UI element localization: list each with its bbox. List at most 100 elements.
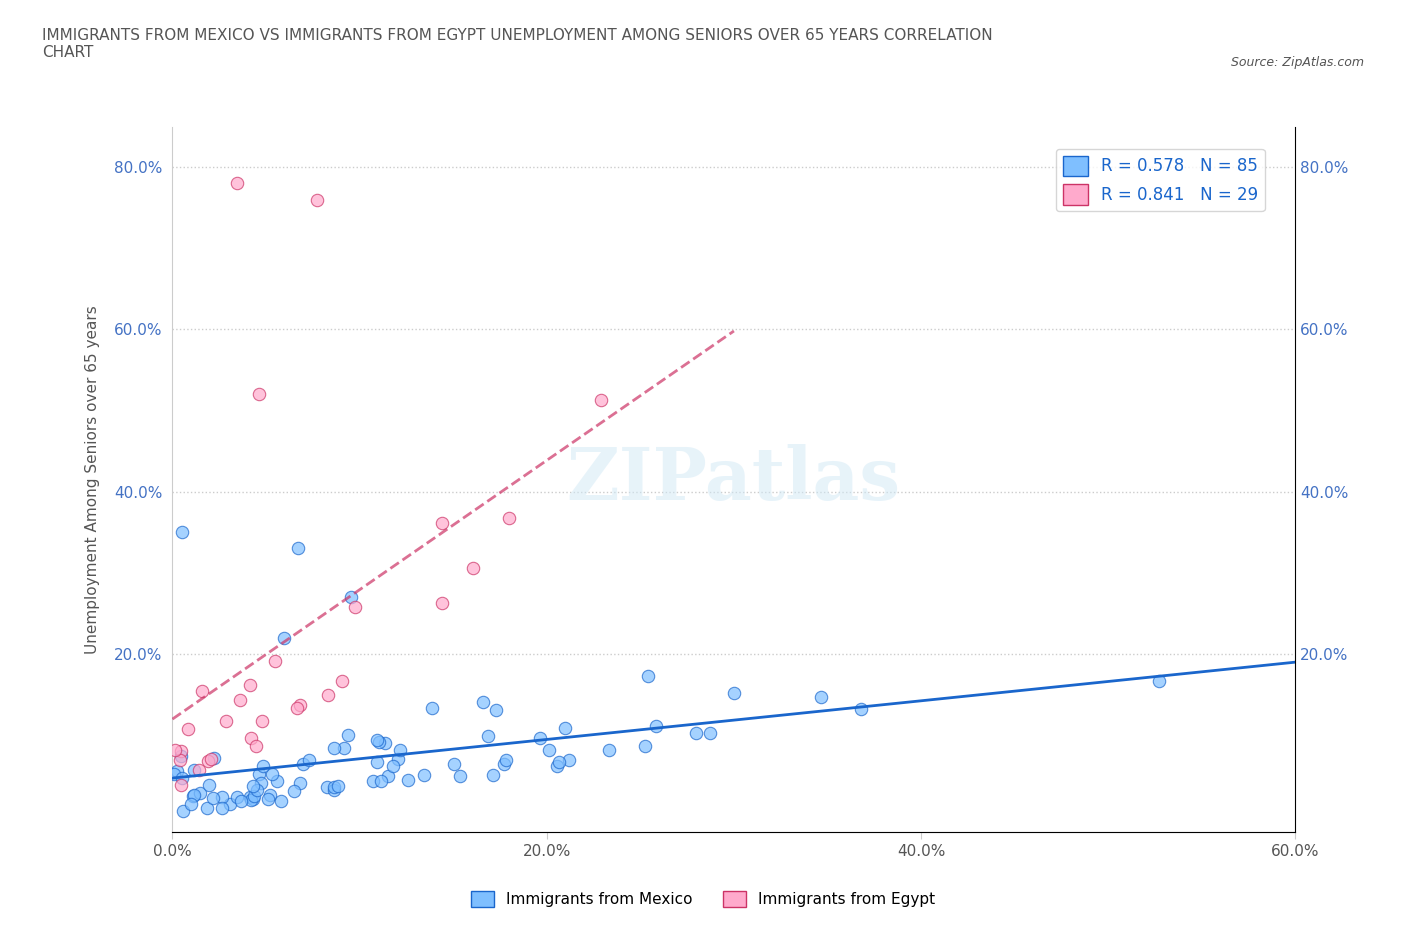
Point bbox=[413, 767, 436, 782]
Point bbox=[699, 725, 721, 740]
Point bbox=[285, 700, 308, 715]
Point bbox=[598, 742, 620, 757]
Point bbox=[537, 742, 560, 757]
Point bbox=[316, 779, 339, 794]
Point bbox=[172, 804, 194, 818]
Point bbox=[239, 730, 262, 745]
Point bbox=[240, 792, 263, 807]
Point bbox=[361, 774, 384, 789]
Point bbox=[252, 759, 274, 774]
Point bbox=[482, 767, 505, 782]
Point bbox=[1147, 673, 1170, 688]
Point bbox=[367, 735, 389, 750]
Point bbox=[198, 777, 221, 792]
Point bbox=[183, 788, 205, 803]
Point bbox=[337, 728, 360, 743]
Point bbox=[226, 790, 249, 804]
Point bbox=[344, 600, 367, 615]
Point bbox=[326, 778, 349, 793]
Point bbox=[201, 790, 224, 805]
Point bbox=[529, 731, 551, 746]
Point bbox=[172, 771, 194, 786]
Point bbox=[177, 722, 200, 737]
Point bbox=[366, 733, 388, 748]
Point bbox=[226, 176, 249, 191]
Legend: Immigrants from Mexico, Immigrants from Egypt: Immigrants from Mexico, Immigrants from … bbox=[464, 884, 942, 913]
Point bbox=[250, 713, 273, 728]
Point bbox=[377, 768, 399, 783]
Point bbox=[170, 525, 193, 539]
Point bbox=[202, 751, 225, 765]
Point bbox=[374, 736, 396, 751]
Point bbox=[270, 794, 292, 809]
Point bbox=[211, 790, 233, 805]
Point bbox=[197, 754, 219, 769]
Point bbox=[170, 749, 193, 764]
Point bbox=[485, 703, 508, 718]
Point bbox=[259, 788, 281, 803]
Point bbox=[180, 797, 202, 812]
Point bbox=[495, 752, 517, 767]
Point bbox=[323, 741, 346, 756]
Point bbox=[166, 764, 188, 778]
Point bbox=[810, 689, 832, 704]
Point bbox=[388, 742, 411, 757]
Point bbox=[387, 751, 409, 766]
Point bbox=[443, 756, 465, 771]
Point bbox=[849, 701, 872, 716]
Point bbox=[287, 541, 309, 556]
Point bbox=[471, 695, 494, 710]
Point bbox=[188, 763, 211, 777]
Point bbox=[477, 728, 499, 743]
Point bbox=[288, 698, 311, 712]
Point bbox=[298, 752, 321, 767]
Point bbox=[215, 713, 238, 728]
Point bbox=[229, 692, 252, 707]
Point bbox=[188, 786, 211, 801]
Point bbox=[170, 744, 193, 759]
Point bbox=[461, 560, 484, 575]
Point bbox=[723, 686, 745, 701]
Point bbox=[398, 773, 420, 788]
Point bbox=[218, 797, 240, 812]
Point bbox=[242, 779, 264, 794]
Point bbox=[260, 766, 283, 781]
Point bbox=[245, 738, 267, 753]
Point bbox=[183, 763, 205, 777]
Point bbox=[637, 669, 659, 684]
Y-axis label: Unemployment Among Seniors over 65 years: Unemployment Among Seniors over 65 years bbox=[86, 305, 100, 654]
Point bbox=[239, 790, 262, 804]
Point bbox=[546, 759, 568, 774]
Point bbox=[339, 590, 361, 604]
Point bbox=[548, 755, 571, 770]
Point bbox=[247, 387, 270, 402]
Point bbox=[191, 684, 214, 698]
Text: ZIPatlas: ZIPatlas bbox=[567, 444, 901, 515]
Point bbox=[200, 752, 222, 767]
Legend: R = 0.578   N = 85, R = 0.841   N = 29: R = 0.578 N = 85, R = 0.841 N = 29 bbox=[1056, 149, 1264, 211]
Point bbox=[430, 596, 453, 611]
Point bbox=[420, 701, 443, 716]
Point bbox=[264, 653, 287, 668]
Point bbox=[169, 752, 191, 767]
Point bbox=[589, 392, 612, 407]
Point bbox=[323, 780, 346, 795]
Point bbox=[554, 721, 576, 736]
Point bbox=[432, 516, 454, 531]
Point bbox=[273, 631, 295, 645]
Point bbox=[557, 752, 579, 767]
Text: IMMIGRANTS FROM MEXICO VS IMMIGRANTS FROM EGYPT UNEMPLOYMENT AMONG SENIORS OVER : IMMIGRANTS FROM MEXICO VS IMMIGRANTS FRO… bbox=[42, 28, 993, 60]
Point bbox=[322, 783, 344, 798]
Point bbox=[247, 766, 270, 781]
Point bbox=[382, 759, 405, 774]
Point bbox=[292, 757, 315, 772]
Point bbox=[332, 673, 354, 688]
Point bbox=[305, 193, 328, 207]
Point bbox=[250, 776, 273, 790]
Point bbox=[195, 800, 218, 815]
Point bbox=[449, 769, 471, 784]
Point bbox=[316, 687, 339, 702]
Point bbox=[290, 776, 312, 790]
Point bbox=[170, 778, 193, 793]
Point bbox=[165, 743, 187, 758]
